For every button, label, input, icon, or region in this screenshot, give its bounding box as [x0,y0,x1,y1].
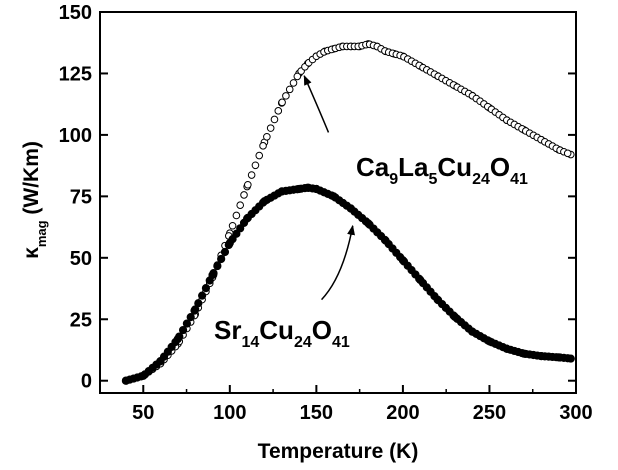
series-ca9la5 [122,40,575,385]
formula-part: Cu [437,152,472,182]
y-tick-label: 100 [59,125,92,147]
series-marker [182,319,191,328]
series-marker [213,261,222,271]
series-marker [201,283,211,293]
x-tick-label: 100 [213,402,246,424]
series-marker [274,107,283,115]
y-axis-title-symbol: κ [20,247,43,259]
annotation-arrow-sr14 [321,224,355,301]
series-marker [224,240,233,250]
y-tick-label: 0 [81,371,92,393]
x-tick-label: 50 [132,402,154,424]
series-marker [194,299,203,308]
x-tick-label: 200 [386,402,419,424]
series-marker [171,337,180,347]
series-marker [198,291,207,300]
y-axis-title-unit: (W/Km) [20,141,43,220]
series-marker [232,229,241,238]
series-marker [236,224,245,233]
series-marker [263,132,271,141]
plot-frame [99,11,577,394]
series-marker [228,221,237,230]
formula-part: Ca [356,152,390,182]
series-marker [228,235,237,244]
y-axis-title-subscript: mag [34,220,49,247]
series-marker [209,268,218,278]
series-marker [175,332,184,341]
series-marker [232,211,241,220]
annotation-arrow-ca9la5 [303,74,330,133]
series-marker [282,92,290,100]
series-marker [220,247,230,257]
series-label-sr14: Sr14Cu24O41 [214,315,350,351]
y-tick-label: 25 [70,309,92,331]
y-axis: 0 25 50 75 100 125 150 [59,2,576,393]
subscript: 24 [294,334,312,351]
series-marker [186,312,195,322]
y-tick-label: 50 [70,248,92,270]
series-marker [293,72,302,81]
subscript: 9 [389,171,398,188]
series-marker [251,161,260,170]
series-marker [563,149,572,158]
x-tick-label: 300 [559,402,592,424]
series-marker [240,191,248,199]
series-marker [278,98,286,107]
formula-part: Sr [214,315,241,345]
series-marker [255,151,264,160]
series-marker [270,115,279,124]
series-marker [259,142,267,150]
subscript: 41 [332,334,350,351]
subscript: 41 [510,171,528,188]
series-marker [266,124,275,132]
series-marker [205,276,214,285]
series-label-ca9la5: Ca9La5Cu24O41 [356,152,528,188]
y-tick-label: 150 [59,2,92,24]
series-marker [285,85,294,94]
series-layer [121,40,575,385]
x-tick-label: 250 [473,402,506,424]
series-sr14 [121,183,575,385]
series-marker [217,254,226,264]
formula-part: La [398,152,429,182]
series-marker [190,306,199,315]
series-marker [236,201,245,210]
x-axis: 50 100 150 200 250 300 [132,385,593,424]
series-marker [247,171,256,179]
series-marker [289,79,298,87]
formula-part: O [490,152,510,182]
y-tick-label: 125 [59,63,92,85]
subscript: 5 [429,171,438,188]
subscript: 14 [241,334,259,351]
subscript: 24 [472,171,490,188]
series-marker [244,180,252,189]
x-axis-title: Temperature (K) [258,440,419,463]
x-tick-label: 150 [300,402,333,424]
formula-part: O [312,315,332,345]
series-marker [563,354,572,363]
series-marker [178,325,188,335]
formula-part: Cu [259,315,294,345]
y-axis-title: κmag (W/Km) [20,141,49,259]
y-tick-label: 75 [70,186,92,208]
